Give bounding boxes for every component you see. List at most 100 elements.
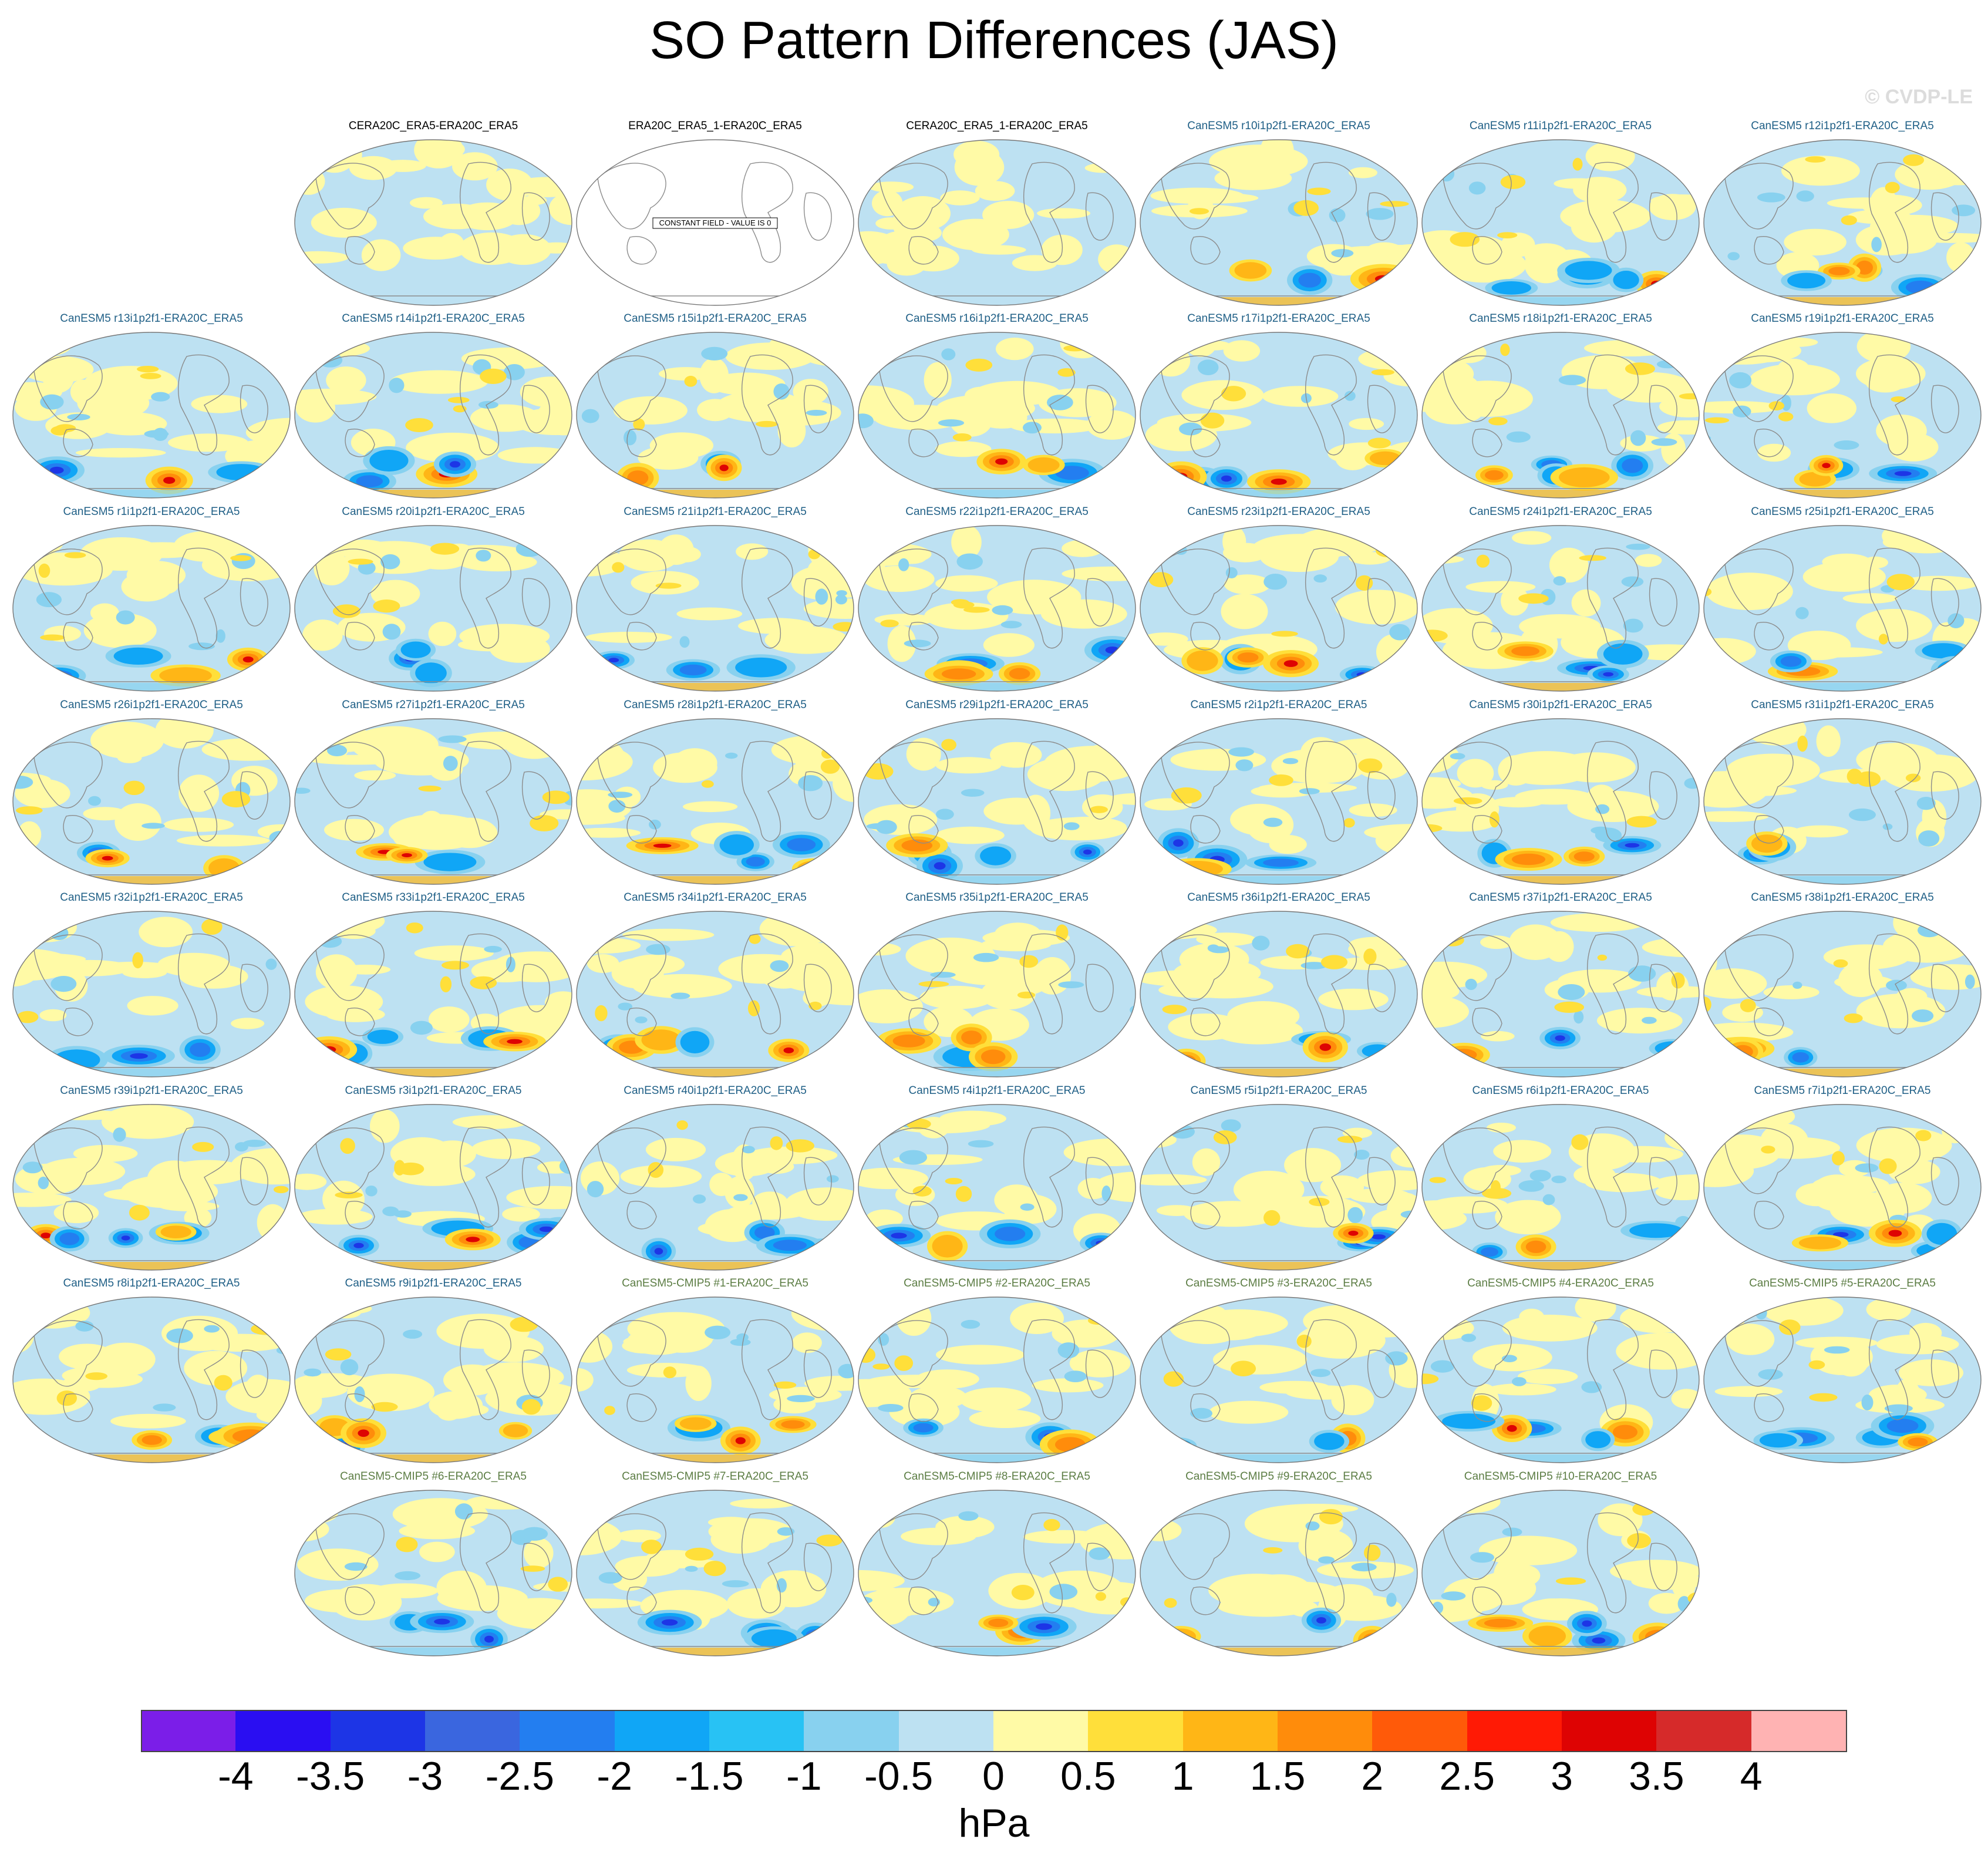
map-panel: CanESM5 r19i1p2f1-ERA20C_ERA5 bbox=[1701, 312, 1983, 503]
panel-title: CanESM5 r39i1p2f1-ERA20C_ERA5 bbox=[60, 1085, 243, 1097]
world-map bbox=[858, 1296, 1136, 1463]
world-map bbox=[1703, 718, 1982, 885]
colorbar-tick-label: 2.5 bbox=[1439, 1754, 1495, 1799]
panel-title: CanESM5 r33i1p2f1-ERA20C_ERA5 bbox=[342, 891, 525, 904]
world-map bbox=[1421, 332, 1700, 499]
map-panel: CanESM5-CMIP5 #10-ERA20C_ERA5 bbox=[1420, 1470, 1701, 1661]
panel-title: CanESM5 r4i1p2f1-ERA20C_ERA5 bbox=[908, 1085, 1086, 1097]
panel-title: CanESM5 r14i1p2f1-ERA20C_ERA5 bbox=[342, 312, 525, 325]
world-map bbox=[294, 525, 572, 692]
map-panel: CanESM5-CMIP5 #5-ERA20C_ERA5 bbox=[1701, 1277, 1983, 1467]
watermark: © CVDP-LE bbox=[1865, 86, 1973, 108]
map-panel: CanESM5 r14i1p2f1-ERA20C_ERA5 bbox=[292, 312, 574, 503]
world-map bbox=[12, 525, 291, 692]
world-map bbox=[294, 911, 572, 1077]
panel-title: CanESM5 r6i1p2f1-ERA20C_ERA5 bbox=[1472, 1085, 1649, 1097]
map-panel: CanESM5 r10i1p2f1-ERA20C_ERA5 bbox=[1138, 120, 1420, 310]
colorbar-tick-label: 4 bbox=[1740, 1754, 1763, 1799]
map-panel: CanESM5 r1i1p2f1-ERA20C_ERA5 bbox=[11, 506, 292, 696]
world-map bbox=[1421, 525, 1700, 692]
world-map bbox=[858, 911, 1136, 1077]
map-panel: CanESM5 r33i1p2f1-ERA20C_ERA5 bbox=[292, 891, 574, 1082]
panel-title: CanESM5-CMIP5 #4-ERA20C_ERA5 bbox=[1467, 1277, 1654, 1289]
colorbar-swatch bbox=[1278, 1710, 1373, 1752]
colorbar-tick-label: 1 bbox=[1171, 1754, 1194, 1799]
world-map bbox=[858, 332, 1136, 499]
world-map bbox=[576, 332, 854, 499]
world-map bbox=[858, 718, 1136, 885]
constant-field-label: CONSTANT FIELD - VALUE IS 0 bbox=[659, 218, 771, 227]
colorbar-swatch bbox=[1751, 1710, 1847, 1752]
colorbar-swatch bbox=[330, 1710, 425, 1752]
world-map bbox=[1421, 1104, 1700, 1271]
panel-title: CanESM5 r35i1p2f1-ERA20C_ERA5 bbox=[905, 891, 1089, 904]
map-panel: CanESM5 r37i1p2f1-ERA20C_ERA5 bbox=[1420, 891, 1701, 1082]
panel-title: CanESM5 r20i1p2f1-ERA20C_ERA5 bbox=[342, 506, 525, 518]
panel-title: CanESM5 r3i1p2f1-ERA20C_ERA5 bbox=[345, 1085, 522, 1097]
world-map bbox=[576, 1104, 854, 1271]
map-panel: CanESM5 r9i1p2f1-ERA20C_ERA5 bbox=[292, 1277, 574, 1467]
world-map bbox=[12, 911, 291, 1077]
panel-title: CanESM5 r11i1p2f1-ERA20C_ERA5 bbox=[1469, 120, 1652, 132]
panel-title: CanESM5 r30i1p2f1-ERA20C_ERA5 bbox=[1469, 699, 1652, 711]
map-panel: CanESM5 r32i1p2f1-ERA20C_ERA5 bbox=[11, 891, 292, 1082]
map-panel: CanESM5 r2i1p2f1-ERA20C_ERA5 bbox=[1138, 699, 1420, 889]
map-panel: CanESM5 r31i1p2f1-ERA20C_ERA5 bbox=[1701, 699, 1983, 889]
panel-title: CanESM5 r34i1p2f1-ERA20C_ERA5 bbox=[624, 891, 807, 904]
map-panel: CanESM5 r39i1p2f1-ERA20C_ERA5 bbox=[11, 1085, 292, 1275]
panel-title: CanESM5-CMIP5 #6-ERA20C_ERA5 bbox=[340, 1470, 527, 1483]
panel-title: CanESM5 r10i1p2f1-ERA20C_ERA5 bbox=[1187, 120, 1370, 132]
colorbar-units: hPa bbox=[958, 1801, 1030, 1845]
map-panel: CanESM5 r3i1p2f1-ERA20C_ERA5 bbox=[292, 1085, 574, 1275]
world-map bbox=[294, 139, 572, 306]
colorbar-swatch bbox=[520, 1710, 615, 1752]
world-map bbox=[576, 525, 854, 692]
panel-title: CanESM5-CMIP5 #10-ERA20C_ERA5 bbox=[1464, 1470, 1657, 1483]
map-panel: CanESM5 r27i1p2f1-ERA20C_ERA5 bbox=[292, 699, 574, 889]
world-map bbox=[1421, 1490, 1700, 1656]
world-map bbox=[858, 1104, 1136, 1271]
map-panel-grid: CERA20C_ERA5-ERA20C_ERA5 ERA20C_ERA5_1-ER… bbox=[11, 120, 1983, 1661]
panel-title: CERA20C_ERA5_1-ERA20C_ERA5 bbox=[906, 120, 1088, 132]
map-panel: CanESM5 r28i1p2f1-ERA20C_ERA5 bbox=[574, 699, 856, 889]
map-panel: CanESM5 r8i1p2f1-ERA20C_ERA5 bbox=[11, 1277, 292, 1467]
world-map bbox=[12, 1296, 291, 1463]
map-panel: CanESM5-CMIP5 #4-ERA20C_ERA5 bbox=[1420, 1277, 1701, 1467]
colorbar-swatch bbox=[425, 1710, 520, 1752]
colorbar-swatch bbox=[1562, 1710, 1657, 1752]
world-map bbox=[12, 332, 291, 499]
map-panel: CanESM5 r36i1p2f1-ERA20C_ERA5 bbox=[1138, 891, 1420, 1082]
panel-title: CanESM5 r12i1p2f1-ERA20C_ERA5 bbox=[1751, 120, 1934, 132]
world-map bbox=[858, 139, 1136, 306]
colorbar-tick-label: -2.5 bbox=[485, 1754, 554, 1799]
world-map bbox=[12, 1104, 291, 1271]
map-panel: CERA20C_ERA5-ERA20C_ERA5 bbox=[292, 120, 574, 310]
panel-title: CanESM5 r31i1p2f1-ERA20C_ERA5 bbox=[1751, 699, 1934, 711]
world-map bbox=[294, 1490, 572, 1656]
panel-title: CanESM5-CMIP5 #9-ERA20C_ERA5 bbox=[1185, 1470, 1372, 1483]
colorbar-swatch bbox=[1656, 1710, 1751, 1752]
world-map bbox=[1703, 525, 1982, 692]
colorbar-swatch bbox=[709, 1710, 804, 1752]
world-map bbox=[1703, 332, 1982, 499]
colorbar-swatch bbox=[1467, 1710, 1562, 1752]
panel-title: CanESM5 r22i1p2f1-ERA20C_ERA5 bbox=[905, 506, 1089, 518]
panel-title: CanESM5-CMIP5 #1-ERA20C_ERA5 bbox=[622, 1277, 808, 1289]
map-panel: CanESM5-CMIP5 #6-ERA20C_ERA5 bbox=[292, 1470, 574, 1661]
map-panel: CanESM5 r7i1p2f1-ERA20C_ERA5 bbox=[1701, 1085, 1983, 1275]
map-panel: CanESM5 r11i1p2f1-ERA20C_ERA5 bbox=[1420, 120, 1701, 310]
colorbar-tick-label: -1 bbox=[786, 1754, 822, 1799]
map-panel: CanESM5-CMIP5 #8-ERA20C_ERA5 bbox=[856, 1470, 1138, 1661]
figure-title: SO Pattern Differences (JAS) bbox=[649, 11, 1339, 70]
world-map bbox=[294, 1104, 572, 1271]
world-map bbox=[1140, 1296, 1418, 1463]
colorbar-swatch bbox=[804, 1710, 899, 1752]
colorbar-swatch bbox=[235, 1710, 331, 1752]
world-map bbox=[1421, 139, 1700, 306]
world-map bbox=[1703, 1104, 1982, 1271]
world-map bbox=[1140, 332, 1418, 499]
world-map bbox=[1703, 1296, 1982, 1463]
map-panel: CanESM5 r20i1p2f1-ERA20C_ERA5 bbox=[292, 506, 574, 696]
map-panel: CanESM5 r17i1p2f1-ERA20C_ERA5 bbox=[1138, 312, 1420, 503]
map-panel: CanESM5 r13i1p2f1-ERA20C_ERA5 bbox=[11, 312, 292, 503]
